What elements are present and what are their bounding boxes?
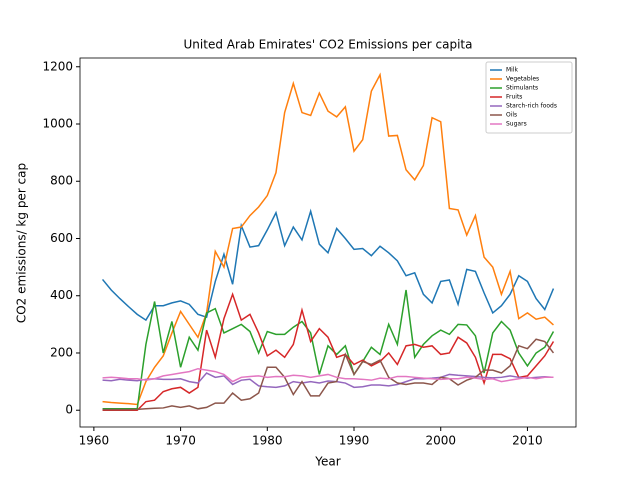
line bbox=[102, 338, 555, 411]
x-tick-label: 1970 bbox=[165, 434, 196, 448]
chart-title: United Arab Emirates' CO2 Emissions per … bbox=[184, 38, 473, 52]
x-tick-label: 1990 bbox=[339, 434, 370, 448]
legend-label: Oils bbox=[506, 112, 517, 119]
y-tick-label: 1000 bbox=[42, 117, 73, 131]
line bbox=[102, 72, 554, 406]
line bbox=[102, 292, 555, 411]
y-tick-label: 200 bbox=[50, 345, 73, 359]
y-axis-label: CO2 emissions/ kg per cap bbox=[15, 163, 29, 323]
y-tick-label: 400 bbox=[50, 288, 73, 302]
x-tick-label: 2000 bbox=[425, 434, 456, 448]
y-tick-label: 800 bbox=[50, 174, 73, 188]
legend-label: Stimulants bbox=[506, 85, 538, 92]
y-tick-label: 1200 bbox=[42, 59, 73, 73]
line bbox=[102, 367, 554, 383]
legend-label: Starch-rich foods bbox=[506, 103, 557, 110]
x-tick-label: 2010 bbox=[512, 434, 543, 448]
line bbox=[102, 289, 555, 410]
line bbox=[101, 208, 555, 322]
y-tick-label: 600 bbox=[50, 231, 73, 245]
legend-label: Fruits bbox=[506, 94, 522, 101]
legend: Milk Vegetables Stimulants Fruits Starch-ric… bbox=[485, 61, 573, 134]
legend-label: Sugars bbox=[506, 121, 527, 128]
legend-label: Milk bbox=[506, 67, 519, 74]
x-tick-label: 1980 bbox=[252, 434, 283, 448]
line bbox=[102, 372, 554, 389]
plot-frame bbox=[79, 57, 577, 428]
legend-label: Vegetables bbox=[506, 76, 539, 83]
y-tick-label: 0 bbox=[65, 403, 73, 417]
x-axis-label: Year bbox=[314, 455, 340, 469]
legend-box bbox=[485, 61, 573, 134]
x-tick-label: 1960 bbox=[79, 434, 110, 448]
